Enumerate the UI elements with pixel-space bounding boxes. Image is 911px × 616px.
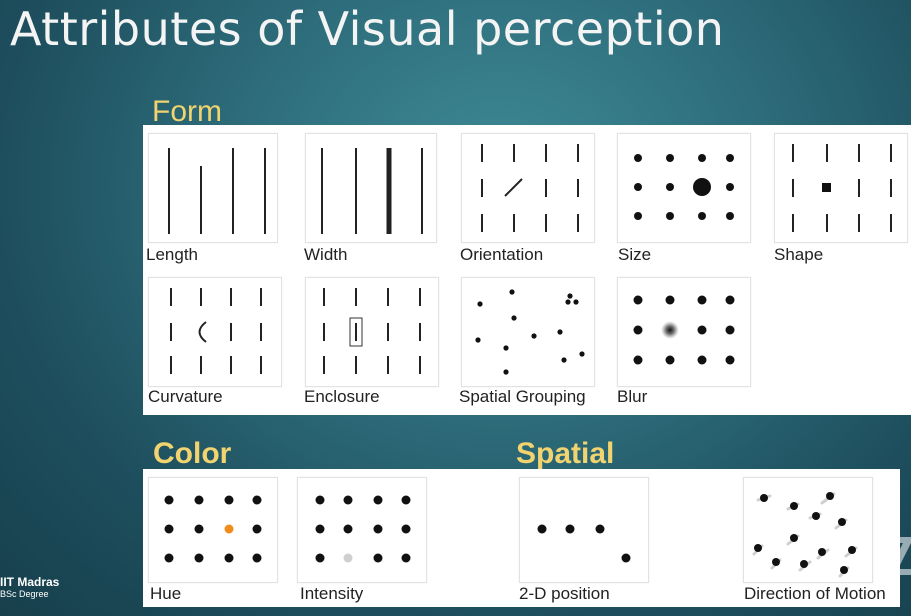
- intensity-thumbnail: [297, 477, 427, 583]
- label-curvature: Curvature: [148, 387, 223, 406]
- section-heading-form: Form: [152, 95, 222, 128]
- size-large-dot: [693, 178, 711, 196]
- enclosure-graphic: [323, 288, 421, 374]
- section-heading-color: Color: [153, 437, 232, 470]
- label-length: Length: [146, 245, 198, 264]
- slide-title: Attributes of Visual perception: [10, 2, 725, 56]
- curvature-graphic: [170, 288, 262, 374]
- intensity-light-dot: [343, 553, 353, 563]
- label-width: Width: [304, 245, 348, 264]
- form-panel: Length Width: [143, 125, 911, 415]
- enclosure-thumbnail: [305, 277, 439, 387]
- hue-orange-dot: [224, 524, 234, 534]
- width-thumbnail: [305, 133, 437, 243]
- label-intensity: Intensity: [300, 584, 364, 603]
- logo-line-1: IIT Madras: [0, 575, 60, 589]
- label-enclosure: Enclosure: [304, 387, 380, 406]
- label-2d-position: 2-D position: [519, 584, 610, 603]
- orientation-thumbnail: [461, 133, 595, 243]
- orientation-tilted-line: [504, 178, 523, 197]
- shape-thumbnail: [774, 133, 908, 243]
- zoom-watermark-icon: [890, 537, 911, 575]
- spatial-grouping-thumbnail: [461, 277, 595, 387]
- length-thumbnail: [148, 133, 278, 243]
- shape-graphic: [792, 144, 892, 232]
- logo-line-2: BSc Degree: [0, 589, 49, 599]
- length-graphic: [168, 148, 266, 234]
- orientation-graphic: [481, 144, 579, 232]
- section-heading-spatial: Spatial: [516, 437, 615, 470]
- label-shape: Shape: [774, 245, 824, 264]
- size-thumbnail: [617, 133, 751, 243]
- intensity-graphic: [315, 495, 411, 563]
- blur-thumbnail: [617, 277, 751, 387]
- curvature-thumbnail: [148, 277, 282, 387]
- color-spatial-panel: Hue Intensity 2-D positi: [143, 469, 900, 607]
- blur-dot: [661, 321, 679, 339]
- width-graphic: [321, 148, 423, 234]
- label-size: Size: [618, 245, 652, 264]
- position-offset-dot: [621, 553, 631, 563]
- size-graphic: [634, 154, 734, 220]
- position-thumbnail: [519, 477, 649, 583]
- motion-thumbnail: [743, 477, 873, 583]
- label-spatial-grouping: Spatial Grouping: [459, 387, 586, 406]
- label-blur: Blur: [617, 387, 648, 406]
- enclosure-box: [349, 317, 363, 347]
- hue-thumbnail: [148, 477, 278, 583]
- position-graphic: [537, 524, 631, 563]
- label-hue: Hue: [150, 584, 182, 603]
- shape-square: [822, 183, 831, 192]
- institution-logo: IIT Madras BSc Degree: [0, 575, 60, 600]
- hue-graphic: [164, 495, 262, 563]
- label-direction-of-motion: Direction of Motion: [744, 584, 886, 603]
- motion-graphic: [752, 492, 858, 578]
- blur-graphic: [633, 295, 735, 365]
- spatial-grouping-graphic: [475, 289, 585, 375]
- label-orientation: Orientation: [460, 245, 544, 264]
- curvature-arc: [198, 321, 207, 343]
